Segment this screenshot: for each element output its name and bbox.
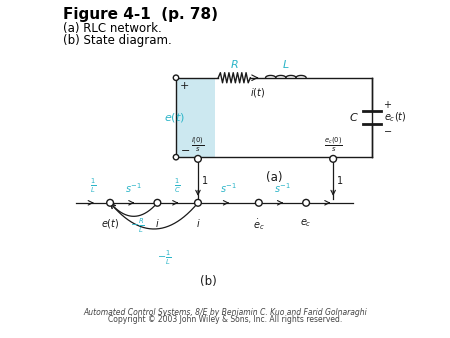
- Text: $i(t)$: $i(t)$: [250, 86, 266, 99]
- Text: $C$: $C$: [350, 112, 359, 123]
- Text: 1: 1: [337, 176, 343, 186]
- Circle shape: [330, 155, 337, 162]
- Text: $\frac{i(0)}{s}$: $\frac{i(0)}{s}$: [191, 136, 205, 154]
- Text: $\frac{1}{C}$: $\frac{1}{C}$: [174, 177, 181, 195]
- Text: Figure 4-1  (p. 78): Figure 4-1 (p. 78): [63, 7, 218, 22]
- Text: 1: 1: [202, 176, 208, 186]
- Text: $s^{-1}$: $s^{-1}$: [125, 182, 142, 195]
- Text: $-$: $-$: [383, 125, 392, 135]
- Text: $\frac{1}{L}$: $\frac{1}{L}$: [90, 177, 96, 195]
- Text: $e(t)$: $e(t)$: [164, 111, 185, 124]
- Text: $L$: $L$: [282, 58, 290, 70]
- Text: (a) RLC network.: (a) RLC network.: [63, 22, 162, 35]
- Text: $-$: $-$: [180, 144, 190, 154]
- Text: $R$: $R$: [230, 58, 239, 70]
- Bar: [176, 78, 215, 157]
- Circle shape: [303, 199, 310, 206]
- Text: (b): (b): [200, 275, 216, 288]
- Circle shape: [194, 155, 201, 162]
- Circle shape: [256, 199, 262, 206]
- Text: $s^{-1}$: $s^{-1}$: [220, 182, 237, 195]
- Text: $-\frac{1}{L}$: $-\frac{1}{L}$: [157, 248, 171, 267]
- Text: (b) State diagram.: (b) State diagram.: [63, 34, 172, 47]
- Text: Copyright © 2003 John Wiley & Sons, Inc. All rights reserved.: Copyright © 2003 John Wiley & Sons, Inc.…: [108, 315, 342, 324]
- Text: $e_c$: $e_c$: [300, 217, 312, 229]
- Text: $e(t)$: $e(t)$: [101, 217, 119, 230]
- Text: +: +: [180, 81, 189, 91]
- Text: $i$: $i$: [196, 217, 200, 229]
- Text: $-\frac{R}{L}$: $-\frac{R}{L}$: [130, 216, 144, 235]
- Circle shape: [194, 199, 201, 206]
- Circle shape: [107, 199, 113, 206]
- Circle shape: [154, 199, 161, 206]
- Text: Automated Control Systems, 8/E by Benjamin C. Kuo and Farid Golnaraghi: Automated Control Systems, 8/E by Benjam…: [83, 308, 367, 317]
- Text: +: +: [383, 100, 391, 110]
- Text: (a): (a): [266, 171, 282, 184]
- Circle shape: [173, 75, 179, 80]
- Text: $s^{-1}$: $s^{-1}$: [274, 182, 291, 195]
- Text: $e_c(t)$: $e_c(t)$: [384, 111, 406, 124]
- Text: $\frac{e_c(0)}{s}$: $\frac{e_c(0)}{s}$: [324, 136, 342, 154]
- Circle shape: [173, 154, 179, 160]
- Text: $\dot{e}_c$: $\dot{e}_c$: [253, 217, 265, 232]
- Text: $i$: $i$: [155, 217, 160, 229]
